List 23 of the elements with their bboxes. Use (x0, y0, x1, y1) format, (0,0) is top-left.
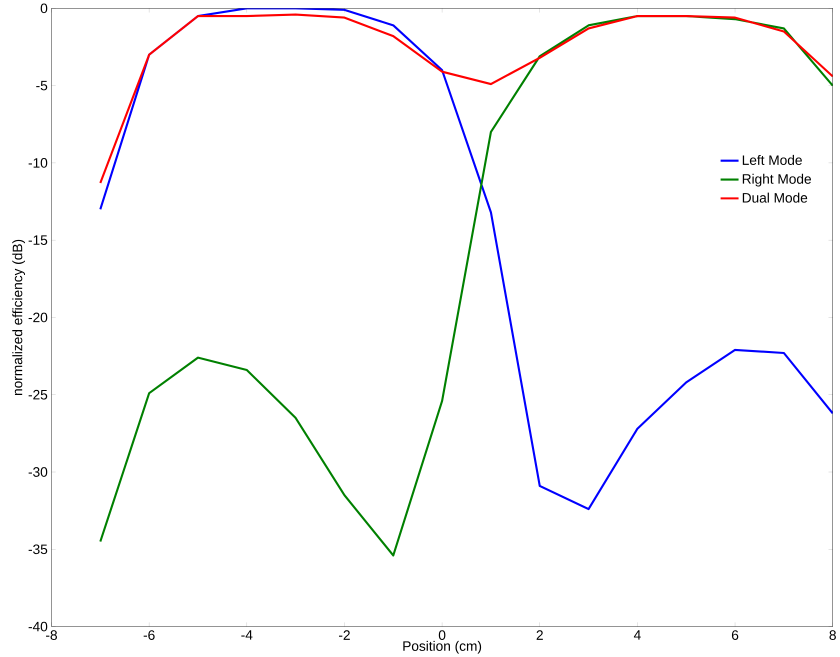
x-tick-label: -2 (338, 630, 350, 640)
y-tick-label: 0 (40, 3, 48, 14)
y-tick-label: -25 (28, 390, 48, 400)
x-tick-label: 4 (634, 630, 641, 640)
x-tick-label: -6 (144, 630, 155, 640)
x-tick-label: 2 (536, 630, 543, 640)
x-tick-label: -8 (46, 630, 57, 640)
x-tick-label: 0 (438, 630, 446, 640)
legend-label: Left Mode (742, 154, 802, 165)
y-tick-label: -20 (28, 312, 48, 322)
y-tick-label: -40 (28, 622, 48, 632)
y-tick-label: -5 (36, 80, 48, 90)
x-tick-label: -4 (241, 630, 252, 640)
legend-label: Dual Mode (742, 192, 808, 203)
y-tick-label: -35 (28, 544, 48, 554)
y-axis-title: normalized efficiency (dB) (12, 240, 26, 395)
legend-label: Right Mode (742, 174, 811, 186)
y-tick-label: -15 (28, 235, 48, 245)
x-tick-label: 8 (829, 630, 836, 640)
y-tick-label: -30 (28, 467, 48, 477)
x-tick-label: 6 (732, 630, 738, 640)
x-axis-title: Position (cm) (403, 640, 482, 654)
y-tick-label: -10 (28, 158, 48, 168)
